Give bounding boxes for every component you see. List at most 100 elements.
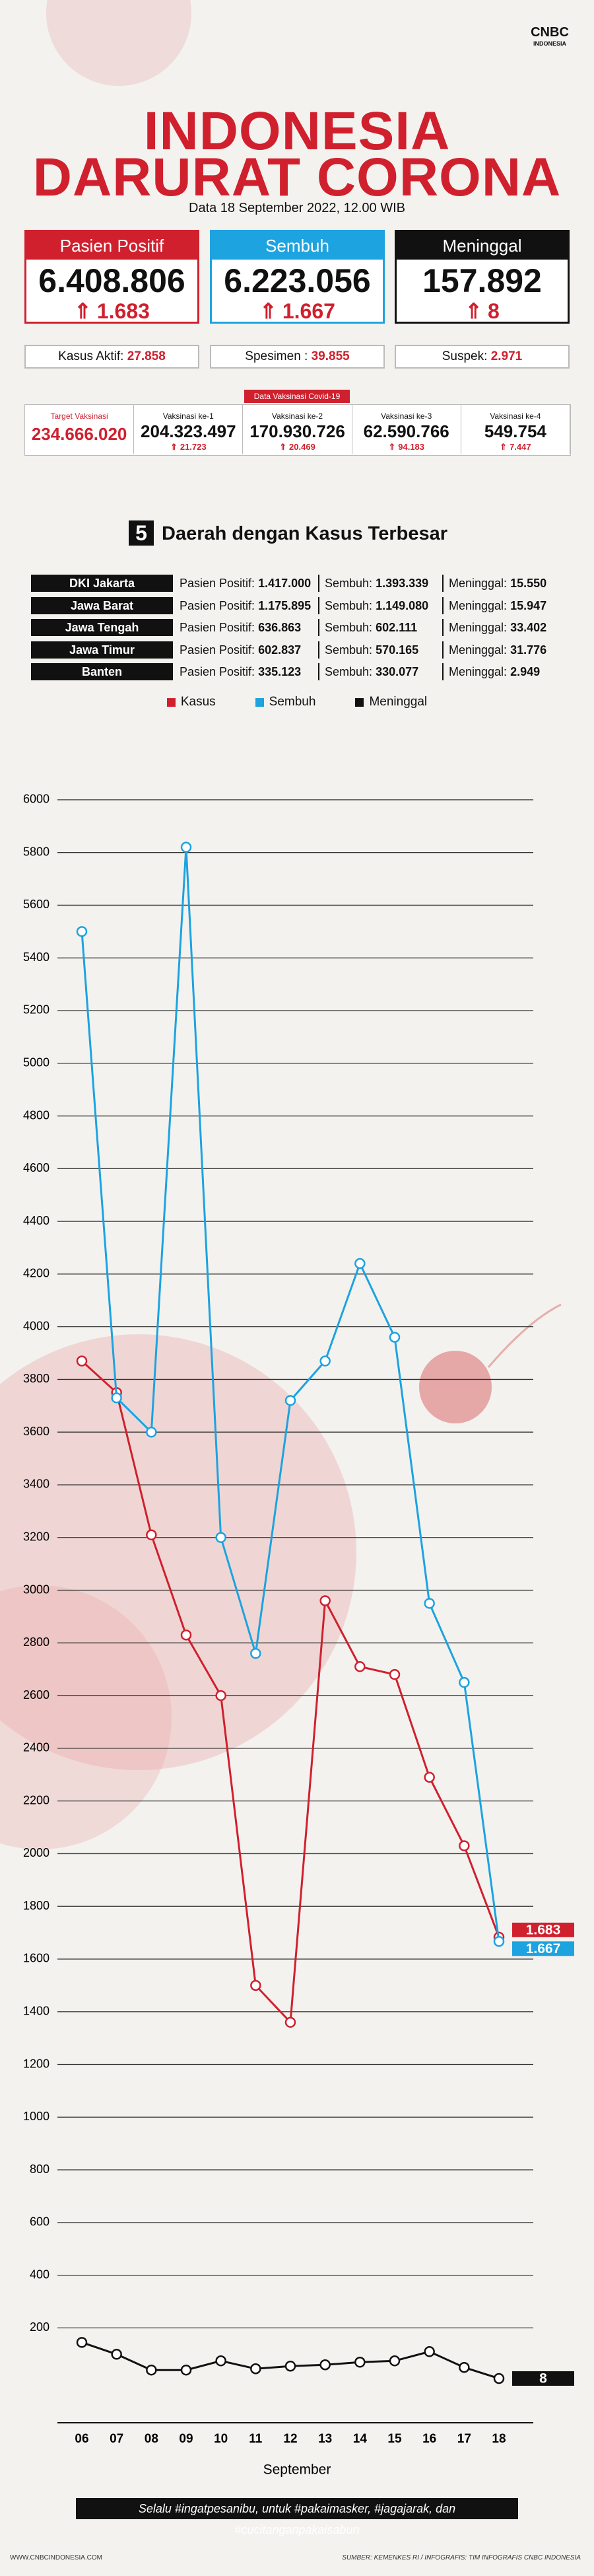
y-tick-label: 6000 [23, 793, 50, 806]
data-point [250, 2363, 261, 2375]
region-cell: Meninggal: 33.402 [449, 619, 546, 636]
title-line: INDONESIA [143, 101, 451, 161]
data-point [354, 1258, 366, 1270]
separator [442, 619, 444, 636]
x-tick-label: 10 [214, 2432, 228, 2446]
data-point [215, 1532, 226, 1544]
region-col-label: Pasien Positif: [180, 598, 255, 612]
stat-change-value: 1.667 [259, 299, 335, 323]
y-tick-label: 3800 [23, 1372, 50, 1385]
logo: CNBC INDONESIA [520, 25, 579, 47]
x-tick-label: 07 [110, 2432, 123, 2446]
region-col-label: Pasien Positif: [180, 643, 255, 657]
region-value: 636.863 [258, 621, 302, 634]
summary-value: 2.971 [490, 349, 523, 363]
region-col-label: Sembuh: [325, 643, 373, 657]
x-tick-label: 06 [75, 2432, 88, 2446]
region-cell: Sembuh: 1.393.339 [325, 575, 428, 592]
legend-item: Kasus [166, 695, 216, 709]
y-tick-label: 3200 [23, 1530, 50, 1544]
y-tick-label: 2600 [23, 1688, 50, 1701]
vaccine-change: 20.469 [243, 442, 351, 452]
end-label: 1.667 [526, 1941, 561, 1956]
separator [318, 619, 319, 636]
region-value: 31.776 [510, 643, 547, 657]
region-value: 33.402 [510, 621, 547, 634]
stat-change-value: 1.683 [74, 299, 150, 323]
banner: Selalu #ingatpesanibu, untuk #pakaimaske… [76, 2498, 518, 2536]
data-point [146, 1426, 157, 1438]
y-tick-label: 600 [30, 2215, 50, 2229]
region-value: 1.393.339 [376, 577, 429, 590]
region-cell: Pasien Positif: 636.863 [180, 619, 301, 636]
footer-left: WWW.CNBCINDONESIA.COM [10, 2554, 102, 2561]
x-axis-title: September [263, 2462, 331, 2478]
vaccine-label: Target Vaksinasi [50, 411, 108, 421]
x-tick-label: 11 [249, 2432, 263, 2446]
title-line: DARURAT CORONA [32, 147, 562, 207]
region-heading: Daerah dengan Kasus Terbesar [162, 523, 448, 544]
legend-swatch [255, 698, 264, 707]
region-cell: Meninggal: 15.947 [449, 597, 546, 614]
y-tick-label: 1200 [23, 2057, 50, 2070]
vaccine-change: 21.723 [134, 442, 242, 452]
data-point [493, 1935, 505, 1947]
summary-label: Spesimen : [245, 349, 308, 363]
data-point [250, 1980, 261, 1991]
data-point [284, 2360, 296, 2372]
y-tick-label: 5000 [23, 1056, 50, 1069]
x-tick-label: 16 [422, 2432, 436, 2446]
summary-item: Kasus Aktif: 27.858 [24, 345, 199, 369]
data-point [493, 2373, 505, 2384]
legend: Kasus Sembuh Meninggal [0, 695, 594, 709]
stat-change-value: 8 [465, 299, 500, 323]
region-cell: Pasien Positif: 602.837 [180, 641, 301, 659]
y-tick-label: 4800 [23, 1108, 50, 1122]
legend-label: Meninggal [369, 695, 428, 709]
summary-item: Suspek: 2.971 [395, 345, 570, 369]
data-point [319, 1595, 331, 1606]
y-tick-label: 3600 [23, 1425, 50, 1438]
region-col-label: Meninggal: [449, 598, 508, 612]
stat-value: 6.408.806 [38, 262, 185, 299]
data-point [284, 2017, 296, 2028]
region-name: Jawa Tengah [31, 619, 173, 636]
y-tick-label: 2800 [23, 1635, 50, 1649]
region-col-label: Sembuh: [325, 621, 373, 634]
data-point [459, 2361, 470, 2373]
x-tick-label: 12 [283, 2432, 297, 2446]
legend-label: Sembuh [269, 695, 316, 709]
region-col-label: Pasien Positif: [180, 621, 255, 634]
data-point [424, 2346, 435, 2357]
y-tick-label: 400 [30, 2268, 50, 2281]
data-point [180, 2364, 192, 2376]
region-cell: Sembuh: 570.165 [325, 641, 418, 659]
separator [318, 575, 319, 592]
y-tick-label: 4000 [23, 1319, 50, 1332]
vaccine-cell: Target Vaksinasi 234.666.020 [25, 405, 135, 454]
region-value: 2.949 [510, 665, 541, 678]
y-tick-label: 5400 [23, 950, 50, 964]
separator [318, 663, 319, 680]
data-point [389, 2355, 401, 2367]
data-point [459, 1840, 470, 1851]
region-col-label: Meninggal: [449, 665, 508, 678]
region-cell: Pasien Positif: 1.175.895 [180, 597, 311, 614]
region-col-label: Sembuh: [325, 577, 373, 590]
region-col-label: Meninggal: [449, 621, 508, 634]
data-point [459, 1676, 470, 1688]
y-tick-label: 4400 [23, 1214, 50, 1227]
vaccine-change: 7.447 [461, 442, 570, 452]
vaccine-value: 62.590.766 [363, 421, 449, 441]
region-value: 15.947 [510, 598, 547, 612]
legend-item: Sembuh [255, 695, 316, 709]
region-name: Jawa Timur [31, 641, 173, 659]
region-col-label: Pasien Positif: [180, 665, 255, 678]
vaccine-cell: Vaksinasi ke-362.590.76694.183 [352, 405, 461, 454]
summary-value: 27.858 [127, 349, 166, 363]
